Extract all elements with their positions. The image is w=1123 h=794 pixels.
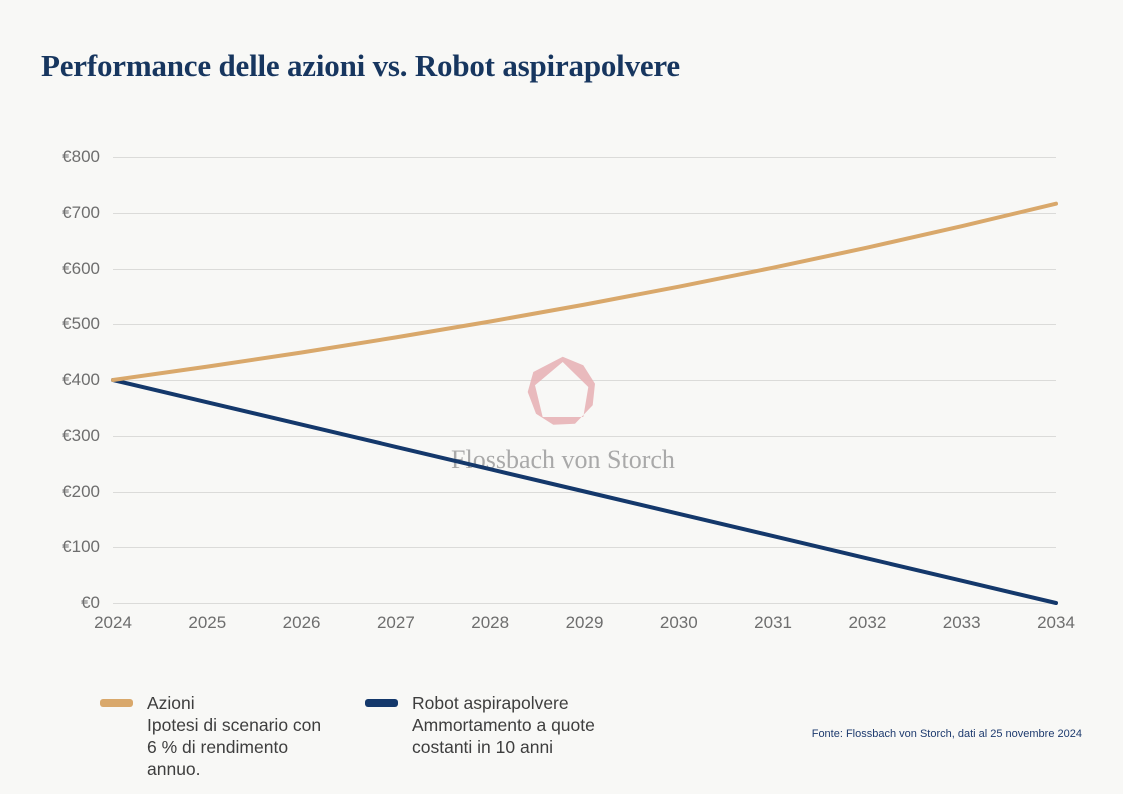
y-tick-label: €100 xyxy=(62,537,100,557)
azioni-line-swatch xyxy=(100,699,133,707)
x-tick-label: 2030 xyxy=(659,613,698,632)
legend-item-robot: Robot aspirapolvere Ammortamento a quote… xyxy=(365,692,595,780)
gridline-800 xyxy=(113,157,1056,158)
y-tick-label: €700 xyxy=(62,202,100,222)
data-lines xyxy=(111,201,1058,605)
legend-label-azioni: Azioni xyxy=(147,693,195,713)
gridline-700 xyxy=(113,212,1056,214)
y-tick-label: €0 xyxy=(81,593,100,612)
y-tick-label: €300 xyxy=(62,425,100,445)
y-axis-labels: €800 €700 €600 €500 €400 €300 €200 €100 €0 xyxy=(0,147,100,612)
legend-desc: annuo. xyxy=(147,759,201,779)
gridline-300 xyxy=(113,435,1056,437)
y-tick-label: €500 xyxy=(62,314,100,334)
x-tick-label: 2025 xyxy=(188,613,227,632)
series-line-robot-aspirapolvere xyxy=(111,378,1058,605)
legend-desc: 6 % di rendimento xyxy=(147,737,289,757)
legend-desc: Ammortamento a quote xyxy=(412,715,595,735)
x-tick-label: 2028 xyxy=(471,613,510,632)
plot-area: Flossbach von Storch xyxy=(111,157,1058,605)
y-tick-label: €200 xyxy=(62,481,100,501)
legend-desc: Ipotesi di scenario con xyxy=(147,715,322,735)
x-axis-labels: 2024 2025 2026 2027 2028 2029 2030 2031 2032 2033… xyxy=(94,613,1075,637)
legend-label-robot: Robot aspirapolvere xyxy=(412,693,569,713)
legend-item-azioni: Azioni Ipotesi di scenario con 6 % di re… xyxy=(100,692,365,780)
x-tick-label: 2033 xyxy=(942,613,981,632)
x-tick-label: 2027 xyxy=(376,613,415,632)
y-tick-label: €600 xyxy=(62,258,100,278)
chart-title: Performance delle azioni vs. Robot aspir… xyxy=(41,48,680,83)
x-tick-label: 2026 xyxy=(282,613,321,632)
x-tick-label: 2034 xyxy=(1037,613,1075,632)
x-tick-label: 2031 xyxy=(754,613,793,632)
flossbach-logo-watermark xyxy=(527,356,595,425)
gridline-600 xyxy=(113,268,1056,270)
legend-desc: costanti in 10 anni xyxy=(412,737,554,757)
x-tick-label: 2032 xyxy=(848,613,887,632)
gridline-100 xyxy=(113,547,1056,549)
gridline-0 xyxy=(113,603,1056,604)
series-line-azioni xyxy=(111,201,1058,382)
robot-line-swatch xyxy=(365,699,398,707)
y-tick-label: €800 xyxy=(62,147,100,166)
y-tick-label: €400 xyxy=(62,370,100,389)
source-note: Fonte: Flossbach von Storch, dati al 25 … xyxy=(811,728,1082,740)
gridline-500 xyxy=(113,324,1056,326)
x-tick-label: 2024 xyxy=(94,613,132,632)
chart-legend: Azioni Ipotesi di scenario con 6 % di re… xyxy=(100,692,595,780)
x-tick-label: 2029 xyxy=(565,613,604,632)
